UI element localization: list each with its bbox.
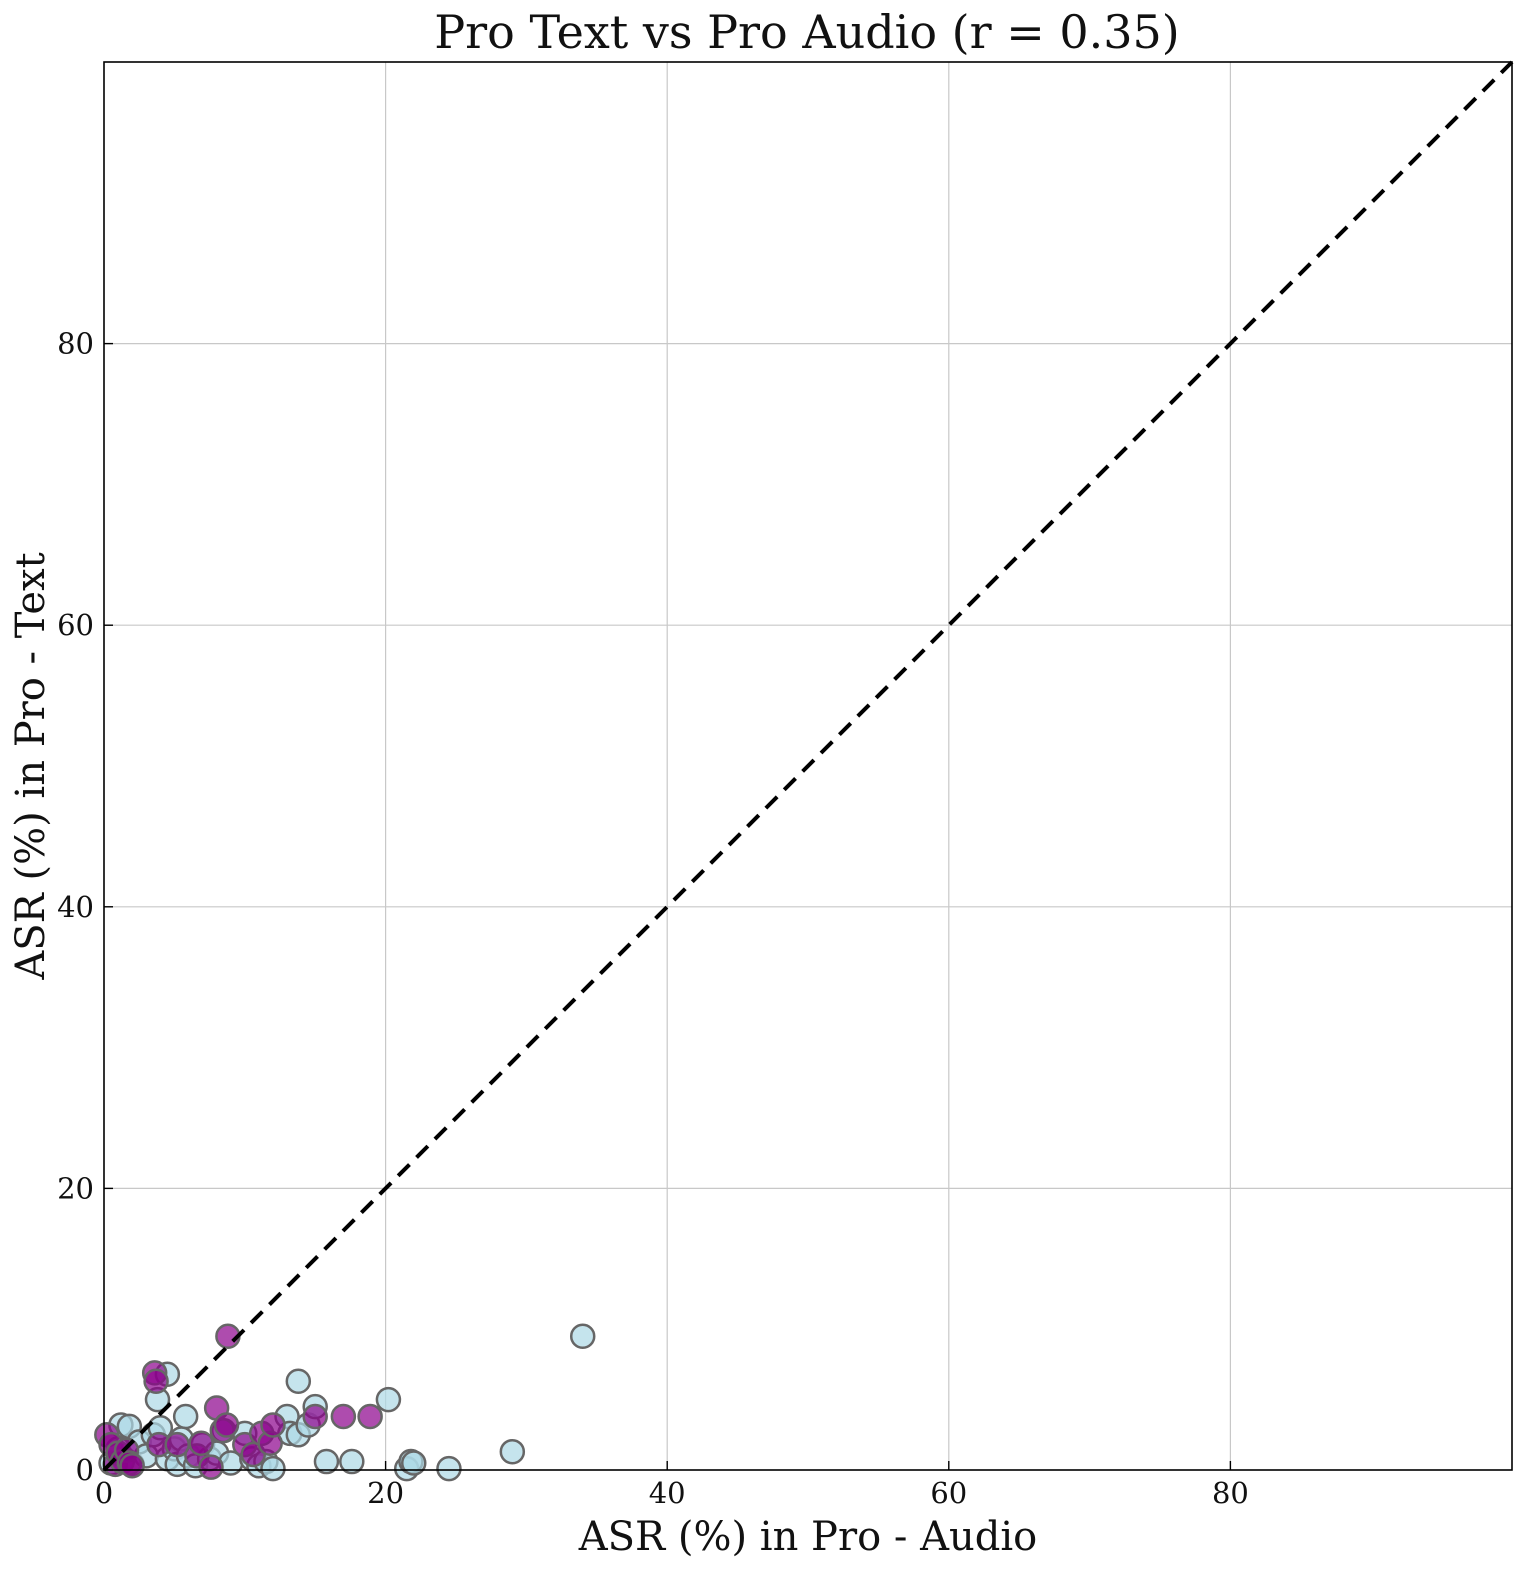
- scatter-point: [569, 1323, 596, 1349]
- scatter-point: [119, 1453, 145, 1479]
- grid-lines: [104, 62, 1512, 1470]
- scatter-point: [339, 1448, 365, 1475]
- x-tick-label: 60: [930, 1476, 967, 1510]
- y-tick-label: 0: [76, 1453, 94, 1487]
- scatter-point: [302, 1403, 328, 1430]
- scatter-point: [172, 1403, 199, 1430]
- scatter-point: [213, 1412, 240, 1438]
- identity-reference-line: [102, 60, 1514, 1472]
- x-tick-label: 0: [95, 1476, 113, 1510]
- scatter-point: [198, 1454, 224, 1480]
- scatter-points: [94, 1323, 596, 1482]
- x-tick-label: 40: [649, 1476, 686, 1510]
- scatter-point: [313, 1448, 340, 1475]
- scatter-point: [260, 1455, 286, 1482]
- scatter-point: [188, 1430, 214, 1456]
- scatter-point: [357, 1403, 383, 1430]
- scatter-point: [375, 1386, 402, 1413]
- x-tick-label: 80: [1212, 1476, 1249, 1510]
- x-axis-label: ASR (%) in Pro - Audio: [578, 1514, 1038, 1560]
- scatter-point: [499, 1438, 526, 1465]
- y-tick-label: 40: [57, 890, 94, 924]
- scatter-point: [401, 1450, 427, 1476]
- scatter-point: [330, 1403, 357, 1430]
- chart-title: Pro Text vs Pro Audio (r = 0.35): [434, 5, 1180, 59]
- scatter-point: [285, 1368, 312, 1395]
- plot-frame: [103, 61, 1513, 1471]
- y-axis-label: ASR (%) in Pro - Text: [8, 552, 54, 980]
- scatter-point: [436, 1455, 462, 1482]
- scatter-point: [260, 1412, 286, 1438]
- x-tick-label: 20: [367, 1476, 404, 1510]
- y-tick-label: 80: [57, 327, 94, 361]
- y-tick-label: 60: [57, 608, 94, 642]
- y-tick-label: 20: [57, 1171, 94, 1205]
- scatter-point: [143, 1368, 169, 1395]
- axis-ticks: 0 20 40 60 80 0 20 40 60 80: [57, 327, 1249, 1510]
